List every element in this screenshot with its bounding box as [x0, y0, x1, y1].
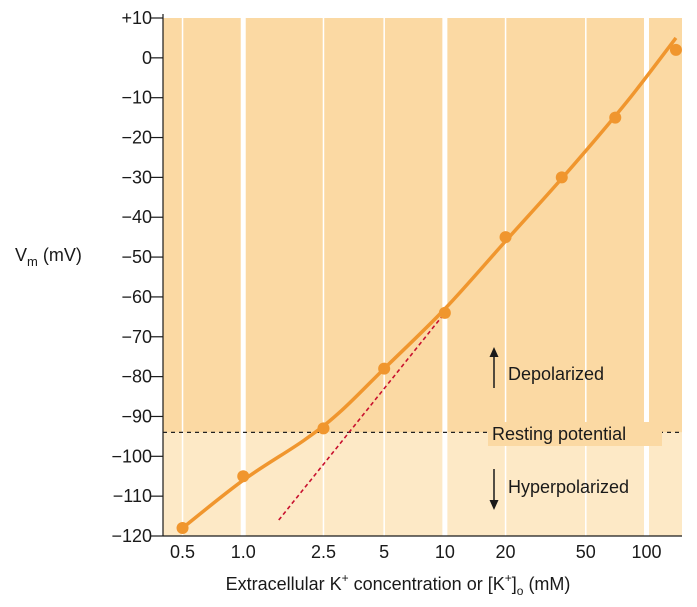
data-point [176, 522, 189, 535]
data-point [438, 306, 451, 319]
plot-background [163, 18, 682, 536]
x-tick-label: 0.5 [170, 542, 195, 562]
y-tick-label: −10 [121, 88, 152, 108]
hyperpolarized-arrow-head [489, 500, 499, 510]
y-axis-title: Vm (mV) [15, 245, 82, 269]
data-point [609, 111, 622, 124]
x-tick-label: 20 [496, 542, 516, 562]
x-tick-label: 10 [435, 542, 455, 562]
y-tick-label: −80 [121, 367, 152, 387]
x-tick-label: 2.5 [311, 542, 336, 562]
x-tick-label: 50 [576, 542, 596, 562]
hyperpolarized-label: Hyperpolarized [508, 477, 629, 497]
x-tick-label: 5 [379, 542, 389, 562]
y-tick-label: −70 [121, 327, 152, 347]
grid-lines [181, 18, 649, 536]
data-point [317, 422, 330, 435]
y-tick-label: 0 [142, 48, 152, 68]
depolarized-arrow-head [489, 347, 499, 357]
hyperpolarized-band [163, 432, 682, 536]
y-tick-label: +10 [121, 8, 152, 28]
x-tick-label: 100 [631, 542, 661, 562]
depolarized-annotation: Depolarized [489, 347, 604, 388]
data-point [237, 470, 250, 483]
x-tick-label: 1.0 [231, 542, 256, 562]
data-point [669, 43, 682, 56]
resting-label-background [488, 422, 662, 446]
y-tick-label: −50 [121, 247, 152, 267]
y-tick-label: −120 [111, 526, 152, 546]
y-tick-label: −30 [121, 167, 152, 187]
data-series [176, 36, 682, 535]
depolarized-band [163, 18, 682, 433]
hyperpolarized-annotation: Hyperpolarized [489, 469, 629, 510]
data-point [499, 231, 512, 244]
y-tick-label: −100 [111, 446, 152, 466]
x-axis-title: Extracellular K+ concentration or [K+]o … [226, 571, 571, 598]
y-tick-label: −110 [113, 486, 152, 506]
y-tick-label: −60 [121, 287, 152, 307]
y-tick-label: −90 [121, 406, 152, 426]
data-point [378, 362, 391, 375]
data-point [555, 171, 568, 184]
depolarized-label: Depolarized [508, 364, 604, 384]
y-tick-label: −40 [121, 207, 152, 227]
y-tick-label: −20 [121, 128, 152, 148]
nernst-dashed-line [278, 312, 446, 521]
fit-curve [181, 36, 678, 530]
resting-potential-label: Resting potential [492, 424, 626, 444]
axes: +10 0 −10 −20 −30 −40 −50 −60 −70 −80 −90 −100 −110 −… [111, 8, 682, 562]
